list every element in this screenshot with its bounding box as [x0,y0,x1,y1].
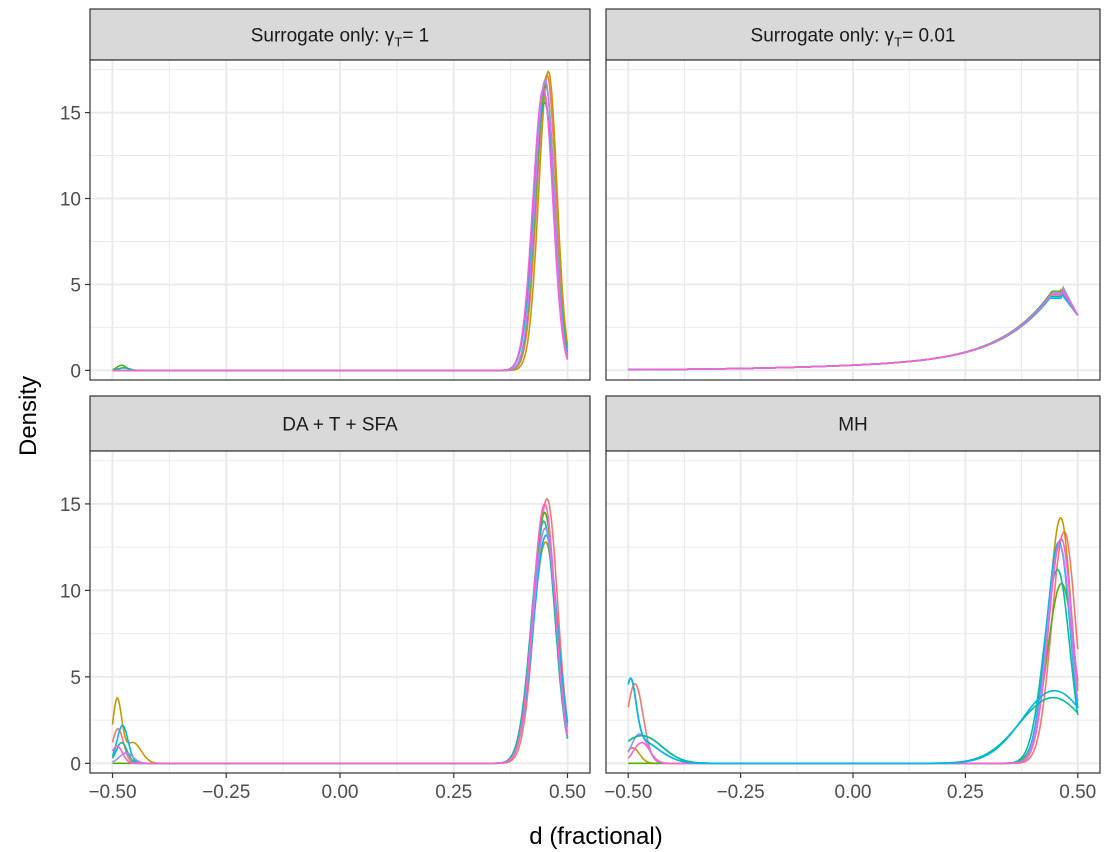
facet-strip-label: Surrogate only: γT= 0.01 [751,26,956,50]
strip-label-subscript: T [894,35,902,50]
x-tick-label: −0.25 [202,782,250,803]
strip-label-main: Surrogate only: γ [251,26,395,47]
density-curve [112,87,569,372]
y-tick-label: 0 [70,754,81,775]
facet-strip-label: Surrogate only: γT= 1 [251,26,430,50]
y-axis-title: Density [15,376,42,456]
x-tick-label: 0.50 [549,782,586,803]
facet-panel: Surrogate only: γT= 1 0 5 10 15 [60,8,591,382]
facet-panel: Surrogate only: γT= 0.01 [605,8,1101,381]
panel-border [89,59,591,381]
y-tick-label: 5 [70,668,81,689]
density-curve-wide [627,676,1079,765]
y-tick-label: 10 [60,581,81,602]
x-tick-label: −0.50 [88,782,136,803]
density-curve [111,502,569,765]
y-tick-label: 0 [70,361,81,382]
y-tick-label: 5 [70,275,81,296]
strip-label-main: DA + T + SFA [282,415,398,436]
facet-strip [89,8,591,61]
x-tick-label: 0.25 [435,782,472,803]
strip-label-main: Surrogate only: γ [751,26,895,47]
density-curve [628,288,1079,371]
x-tick-label: −0.50 [604,782,652,803]
facet-strip-label: MH [838,415,868,436]
x-tick-label: 0.00 [835,782,872,803]
facet-panel: MH −0.50 −0.25 0.00 0.25 0.50 [604,395,1101,803]
facet-strip-label: DA + T + SFA [282,415,398,436]
x-tick-label: 0.00 [322,782,359,803]
strip-label-suffix: = 0.01 [902,26,955,47]
panel-border [605,59,1101,381]
x-tick-label: 0.50 [1059,782,1096,803]
strip-label-main: MH [838,415,868,436]
x-tick-label: −0.25 [717,782,765,803]
y-tick-label: 15 [60,495,81,516]
facet-panel: DA + T + SFA 0 5 10 15 −0.50 −0.25 0.00 0.25 0.50 [60,395,591,803]
x-axis-title: d (fractional) [529,823,662,850]
y-tick-label: 15 [60,104,81,125]
strip-label-suffix: = 1 [402,26,429,47]
x-tick-label: 0.25 [947,782,984,803]
facet-strip [89,395,591,452]
y-tick-label: 10 [60,190,81,211]
strip-label-subscript: T [394,35,402,50]
